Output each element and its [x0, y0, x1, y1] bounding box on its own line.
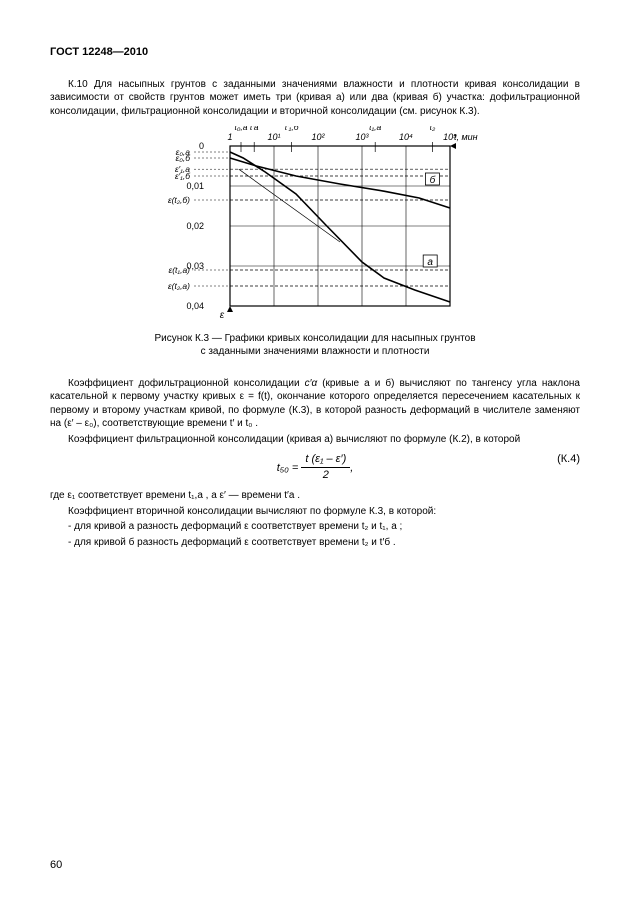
svg-text:10⁴: 10⁴	[399, 132, 413, 142]
svg-text:0,02: 0,02	[186, 221, 204, 231]
bullet-a: - для кривой а разность деформаций ε соо…	[50, 520, 580, 534]
consolidation-chart: 110¹10²10³10⁴10⁵t, минt₀,аt′аt′₁,бt₁,аt₂…	[150, 126, 480, 321]
para-coeff-filt: Коэффициент фильтрационной консолидации …	[50, 433, 580, 447]
svg-text:t′₁,б: t′₁,б	[285, 126, 300, 132]
svg-text:0,01: 0,01	[186, 181, 204, 191]
svg-text:ε: ε	[220, 310, 225, 321]
svg-text:ε(t₂,а): ε(t₂,а)	[168, 281, 190, 291]
svg-text:0: 0	[199, 141, 204, 151]
para-where: где ε₁ соответствует времени t₁,а , а ε′…	[50, 489, 580, 503]
svg-text:ε′₁,б: ε′₁,б	[175, 171, 191, 181]
coeff-text-a: Коэффициент дофильтрационной консолидаци…	[68, 378, 305, 389]
figure-caption-line1: Рисунок К.3 — Графики кривых консолидаци…	[154, 333, 475, 344]
formula-k4: t₅₀ = t (ε₁ – ε′)2, (К.4)	[50, 452, 580, 483]
svg-text:t₀,а: t₀,а	[234, 126, 247, 132]
svg-text:0,04: 0,04	[186, 301, 204, 311]
doc-header: ГОСТ 12248—2010	[50, 45, 580, 60]
svg-text:t₂: t₂	[430, 126, 436, 132]
bullet-b: - для кривой б разность деформаций ε соо…	[50, 536, 580, 550]
svg-text:10³: 10³	[355, 132, 369, 142]
svg-text:1: 1	[227, 132, 232, 142]
svg-text:10¹: 10¹	[267, 132, 280, 142]
svg-text:а: а	[427, 257, 433, 268]
para-coeff-prefilt: Коэффициент дофильтрационной консолидаци…	[50, 377, 580, 431]
figure-caption-line2: с заданными значениями влажности и плотн…	[201, 346, 430, 357]
formula-number: (К.4)	[557, 452, 580, 467]
para-k10: К.10 Для насыпных грунтов с заданными зн…	[50, 78, 580, 119]
svg-text:t′а: t′а	[250, 126, 259, 132]
formula-body: t₅₀ = t (ε₁ – ε′)2,	[277, 462, 354, 474]
chart-container: 110¹10²10³10⁴10⁵t, минt₀,аt′аt′₁,бt₁,аt₂…	[50, 126, 580, 326]
para-secondary: Коэффициент вторичной консолидации вычис…	[50, 505, 580, 519]
svg-text:10²: 10²	[311, 132, 325, 142]
svg-text:ε₀,б: ε₀,б	[176, 153, 192, 163]
page: ГОСТ 12248—2010 К.10 Для насыпных грунто…	[0, 0, 630, 913]
svg-text:t, мин: t, мин	[454, 132, 478, 142]
svg-text:t₁,а: t₁,а	[369, 126, 381, 132]
figure-caption: Рисунок К.3 — Графики кривых консолидаци…	[50, 332, 580, 359]
svg-text:ε(t₁,а): ε(t₁,а)	[168, 265, 190, 275]
page-number: 60	[50, 858, 62, 873]
svg-text:б: б	[430, 174, 436, 186]
svg-text:ε(t₂,б): ε(t₂,б)	[168, 195, 190, 205]
coeff-symbol: c′α	[305, 378, 318, 389]
